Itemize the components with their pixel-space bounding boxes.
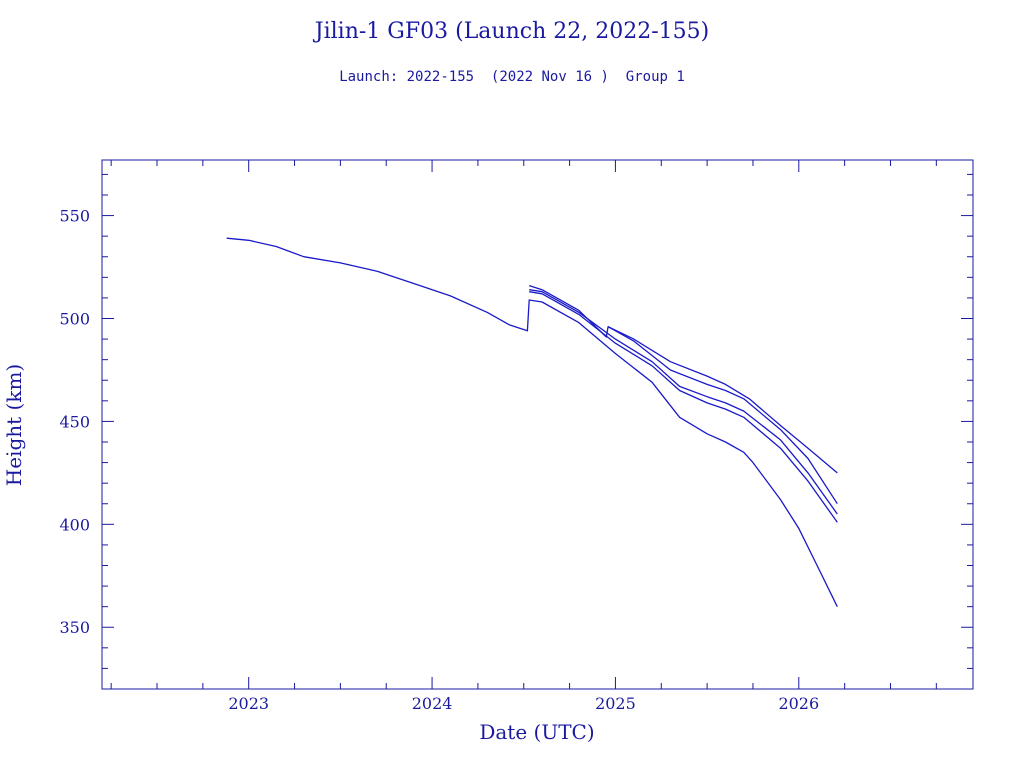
- x-tick-label: 2025: [595, 694, 636, 713]
- chart-subtitle: Launch: 2022-155 (2022 Nov 16 ) Group 1: [339, 69, 685, 85]
- y-tick-label: 350: [59, 618, 90, 637]
- y-tick-label: 500: [59, 309, 90, 328]
- x-axis-title: Date (UTC): [479, 720, 594, 744]
- tick-labels: 2023 2024 2025 2026 350 400 450 500 550: [59, 207, 819, 713]
- series-line-4: [529, 284, 838, 505]
- y-axis-title: Height (km): [2, 364, 26, 486]
- series-line-3: [529, 289, 838, 515]
- series-line-5: [607, 326, 838, 474]
- y-tick-label: 450: [59, 412, 90, 431]
- chart-title: Jilin-1 GF03 (Launch 22, 2022-155): [313, 19, 709, 44]
- plot-lines: [226, 237, 838, 607]
- series-line-2: [529, 291, 838, 523]
- axis-ticks: [102, 160, 973, 690]
- y-tick-label: 400: [59, 515, 90, 534]
- x-tick-label: 2023: [228, 694, 269, 713]
- x-tick-label: 2026: [778, 694, 819, 713]
- x-tick-label: 2024: [412, 694, 453, 713]
- plot-frame: [101, 159, 974, 690]
- y-tick-label: 550: [59, 207, 90, 226]
- series-line-1: [226, 237, 838, 607]
